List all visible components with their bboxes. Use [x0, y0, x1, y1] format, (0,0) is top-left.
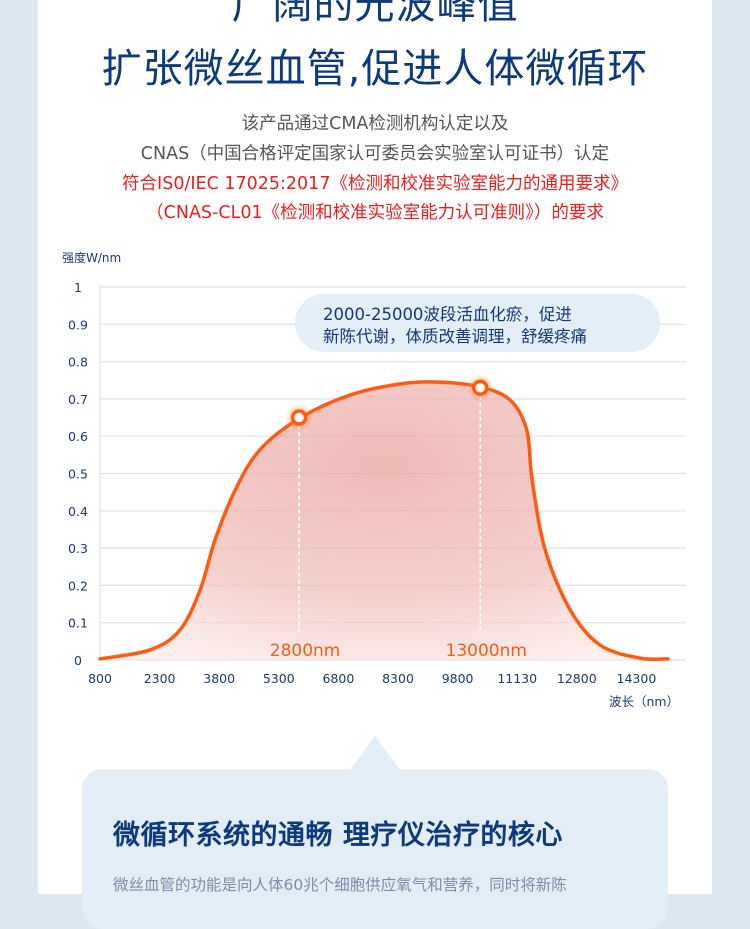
- x-tick-label: 9800: [442, 671, 474, 686]
- x-tick-label: 8300: [382, 671, 414, 686]
- x-tick-label: 14300: [617, 671, 657, 686]
- y-tick-label: 0.7: [68, 392, 88, 407]
- marker-point: [290, 409, 308, 426]
- y-tick-label: 0.9: [68, 317, 88, 332]
- callout-pointer: [350, 736, 400, 770]
- intro-line-4: （CNAS-CL01《检测和校准实验室能力认可准则》）的要求: [146, 203, 604, 223]
- y-tick-label: 0: [74, 653, 82, 668]
- x-tick-label: 2300: [144, 671, 176, 686]
- marker-label: 2800nm: [270, 641, 341, 661]
- y-tick-label: 0.4: [68, 504, 88, 519]
- section-heading: 微循环系统的通畅 理疗仪治疗的核心: [113, 820, 563, 851]
- y-tick-label: 0.5: [68, 467, 88, 482]
- y-axis-label: 强度W/nm: [62, 251, 122, 265]
- marker-point: [471, 379, 489, 396]
- x-tick-label: 12800: [557, 671, 597, 686]
- y-tick-label: 0.8: [68, 355, 88, 370]
- x-tick-label: 800: [88, 671, 112, 686]
- section-body: 微丝血管的功能是向人体60兆个细胞供应氧气和营养，同时将新陈: [113, 876, 567, 894]
- annotation-bubble: 2000-25000波段活血化瘀，促进 新陈代谢，体质改善调理，舒缓疼痛: [295, 294, 660, 352]
- x-axis-label: 波长（nm）: [609, 694, 680, 709]
- intro-line-2: CNAS（中国合格评定国家认可委员会实验室认可证书）认定: [140, 144, 610, 164]
- annotation-line-2: 新陈代谢，体质改善调理，舒缓疼痛: [323, 327, 587, 346]
- y-tick-label: 0.3: [68, 541, 88, 556]
- intro-line-3: 符合IS0/IEC 17025:2017《检测和校准实验室能力的通用要求》: [122, 174, 628, 194]
- title-line-1: 广阔的光波峰值: [231, 0, 519, 28]
- y-tick-label: 1: [74, 280, 82, 295]
- annotation-line-1: 2000-25000波段活血化瘀，促进: [323, 305, 572, 324]
- spectrum-chart: 0 0.1 0.2 0.3 0.4 0.5 0.6 0.7 0.8 0.9 1 800 2300 3800…: [68, 280, 686, 686]
- y-tick-label: 0.1: [68, 616, 88, 631]
- x-tick-label: 11130: [497, 671, 537, 686]
- curve-line: [98, 380, 670, 662]
- y-tick-label: 0.2: [68, 578, 88, 593]
- x-tick-label: 3800: [203, 671, 235, 686]
- x-tick-label: 5300: [263, 671, 295, 686]
- x-tick-label: 6800: [322, 671, 354, 686]
- curve-area: [100, 381, 668, 660]
- marker-label: 13000nm: [446, 641, 527, 661]
- intro-line-1: 该产品通过CMA检测机构认定以及: [241, 114, 509, 134]
- y-tick-label: 0.6: [68, 429, 88, 444]
- title-line-2: 扩张微丝血管,促进人体微循环: [101, 46, 649, 92]
